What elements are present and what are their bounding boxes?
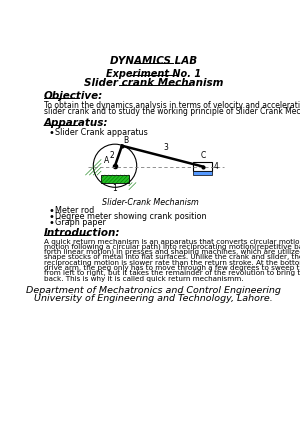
Bar	[193, 162, 212, 171]
Text: DYNAMICS LAB: DYNAMICS LAB	[110, 57, 197, 66]
Text: motion following a circular path) into reciprocating motion(repetitive back-and-: motion following a circular path) into r…	[44, 244, 300, 250]
Bar	[101, 175, 129, 183]
Text: University of Engineering and Technology, Lahore.: University of Engineering and Technology…	[34, 294, 273, 303]
Text: reciprocating motion is slower rate than the return stroke. At the bottom of the: reciprocating motion is slower rate than…	[44, 260, 300, 266]
Text: slider crank and to study the working principle of Slider Crank Mechanism_: slider crank and to study the working pr…	[44, 107, 300, 116]
Text: •: •	[48, 128, 54, 138]
Text: Department of Mechatronics and Control Engineering: Department of Mechatronics and Control E…	[26, 286, 281, 295]
Text: •: •	[48, 218, 54, 228]
Text: from left to right, but it takes the remainder of the revolution to bring the ar: from left to right, but it takes the rem…	[44, 270, 300, 276]
Text: To obtain the dynamics analysis in terms of velocity and acceleration of the: To obtain the dynamics analysis in terms…	[44, 101, 300, 110]
Text: •: •	[48, 206, 54, 216]
Text: C: C	[201, 151, 206, 160]
Text: back. This is why it is called quick return mechanismm.: back. This is why it is called quick ret…	[44, 276, 243, 282]
Bar	[193, 171, 212, 175]
Text: Apparatus:: Apparatus:	[44, 118, 108, 128]
Text: Meter rod: Meter rod	[55, 206, 94, 215]
Text: Slider Crank apparatus: Slider Crank apparatus	[55, 128, 147, 137]
Text: Experiment No. 1: Experiment No. 1	[106, 69, 201, 79]
Text: shape stocks of metal into flat surfaces. Unlike the crank and slider, the forwa: shape stocks of metal into flat surfaces…	[44, 254, 300, 260]
Text: Graph paper: Graph paper	[55, 218, 105, 227]
Text: 4: 4	[213, 162, 218, 171]
Text: 2: 2	[110, 151, 115, 160]
Text: A quick return mechanism is an apparatus that converts circular motion(rotating: A quick return mechanism is an apparatus…	[44, 238, 300, 245]
Text: Slider-Crank Mechanism: Slider-Crank Mechanism	[101, 198, 198, 207]
Text: forth linear motion) in presses and shaping machines, which are utilized to: forth linear motion) in presses and shap…	[44, 249, 300, 255]
Text: 3: 3	[164, 143, 169, 152]
Text: 1: 1	[112, 184, 117, 193]
Text: •: •	[48, 212, 54, 222]
Text: Introduction:: Introduction:	[44, 228, 120, 238]
Text: Degree meter showing crank position: Degree meter showing crank position	[55, 212, 206, 221]
Text: B: B	[124, 136, 129, 145]
Text: Slider crank Mechanism: Slider crank Mechanism	[84, 78, 224, 88]
Text: Objective:: Objective:	[44, 91, 103, 101]
Text: A: A	[104, 156, 110, 165]
Text: drive arm, the peg only has to move through a few degrees to sweep the arm: drive arm, the peg only has to move thro…	[44, 265, 300, 271]
